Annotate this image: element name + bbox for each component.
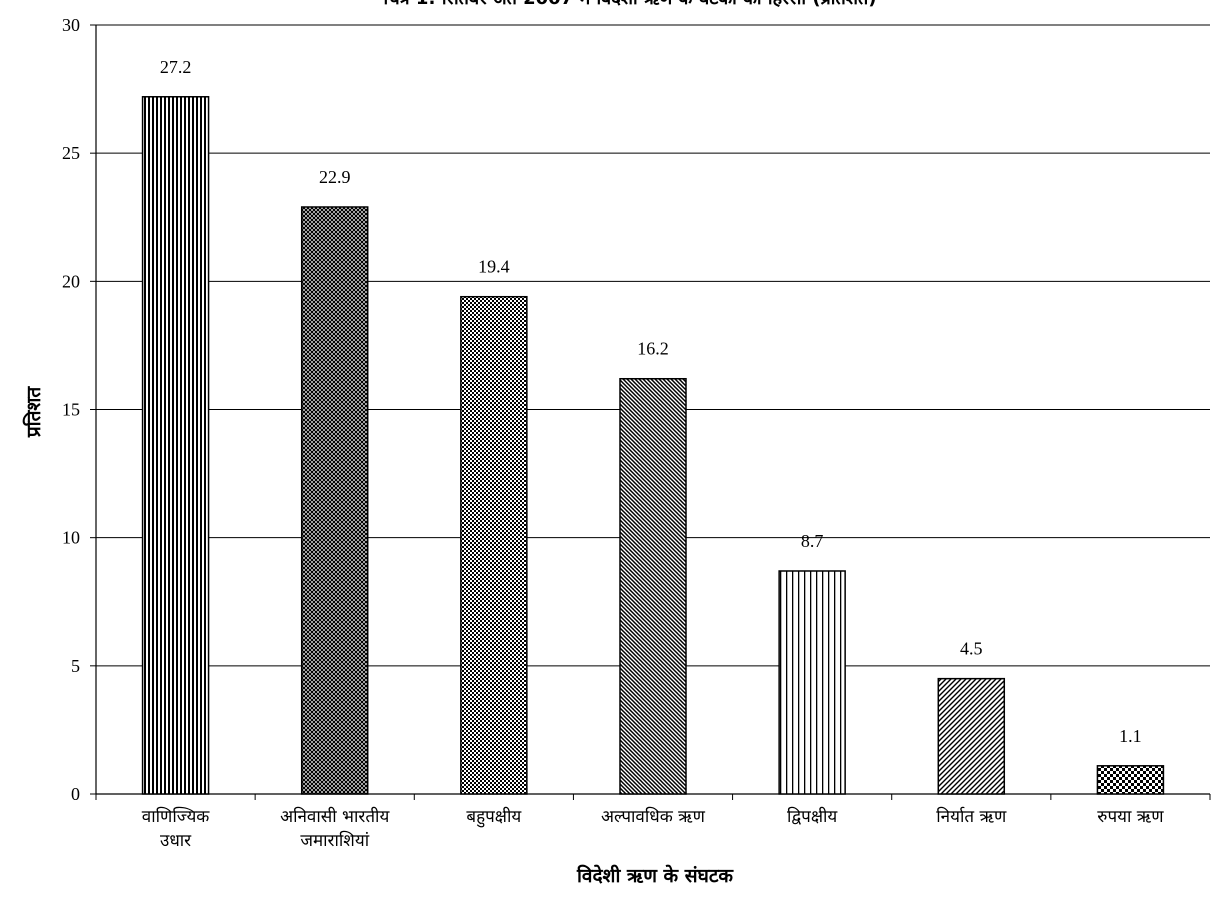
y-tick-labels: 0 5 10 15 20 25 30 <box>62 15 80 804</box>
y-tick-label: 5 <box>71 656 80 676</box>
bar-value-label: 4.5 <box>960 639 983 659</box>
bar <box>300 206 369 795</box>
bar <box>460 295 528 795</box>
y-tick-label: 15 <box>62 400 80 420</box>
bar <box>778 570 846 795</box>
bar-value-label: 8.7 <box>801 531 824 551</box>
x-tick-label: वाणिज्यिक <box>142 806 211 827</box>
x-tick-label: बहुपक्षीय <box>466 806 522 828</box>
y-tick-label: 20 <box>62 271 80 291</box>
bar <box>937 677 1006 795</box>
y-tick-label: 25 <box>62 143 80 163</box>
x-tick-label: निर्यात ऋण <box>936 806 1007 827</box>
x-tick-label: रुपया ऋण <box>1097 807 1164 827</box>
bar <box>619 377 687 795</box>
chart-title: चित्र 1: सितंबर अंत 2007 में विदेशी ऋण क… <box>383 0 877 9</box>
x-tick-label: जमाराशियां <box>300 830 369 851</box>
value-labels: 27.2 22.9 19.4 16.2 8.7 4.5 1.1 <box>160 57 1142 746</box>
x-tick-label: द्विपक्षीय <box>787 806 838 827</box>
bar-value-label: 1.1 <box>1119 726 1142 746</box>
y-axis-title: प्रतिशत <box>22 386 45 438</box>
y-tick-label: 10 <box>62 528 80 548</box>
bar-value-label: 16.2 <box>637 339 669 359</box>
x-tick-label: अनिवासी भारतीय <box>280 806 390 827</box>
x-axis-title: विदेशी ऋण के संघटक <box>576 864 734 887</box>
bar-value-label: 27.2 <box>160 57 192 77</box>
x-tick-labels: वाणिज्यिक उधार अनिवासी भारतीय जमाराशियां बहु… <box>142 806 1165 851</box>
y-tick-label: 30 <box>62 15 80 35</box>
bar <box>141 96 210 795</box>
bar <box>1096 765 1165 795</box>
x-tick-label: उधार <box>160 831 192 851</box>
bar-value-label: 22.9 <box>319 167 351 187</box>
y-tick-label: 0 <box>71 784 80 804</box>
bar-value-label: 19.4 <box>478 257 510 277</box>
x-tick-label: अल्पावधिक ऋण <box>601 806 706 827</box>
bars <box>141 96 1165 795</box>
